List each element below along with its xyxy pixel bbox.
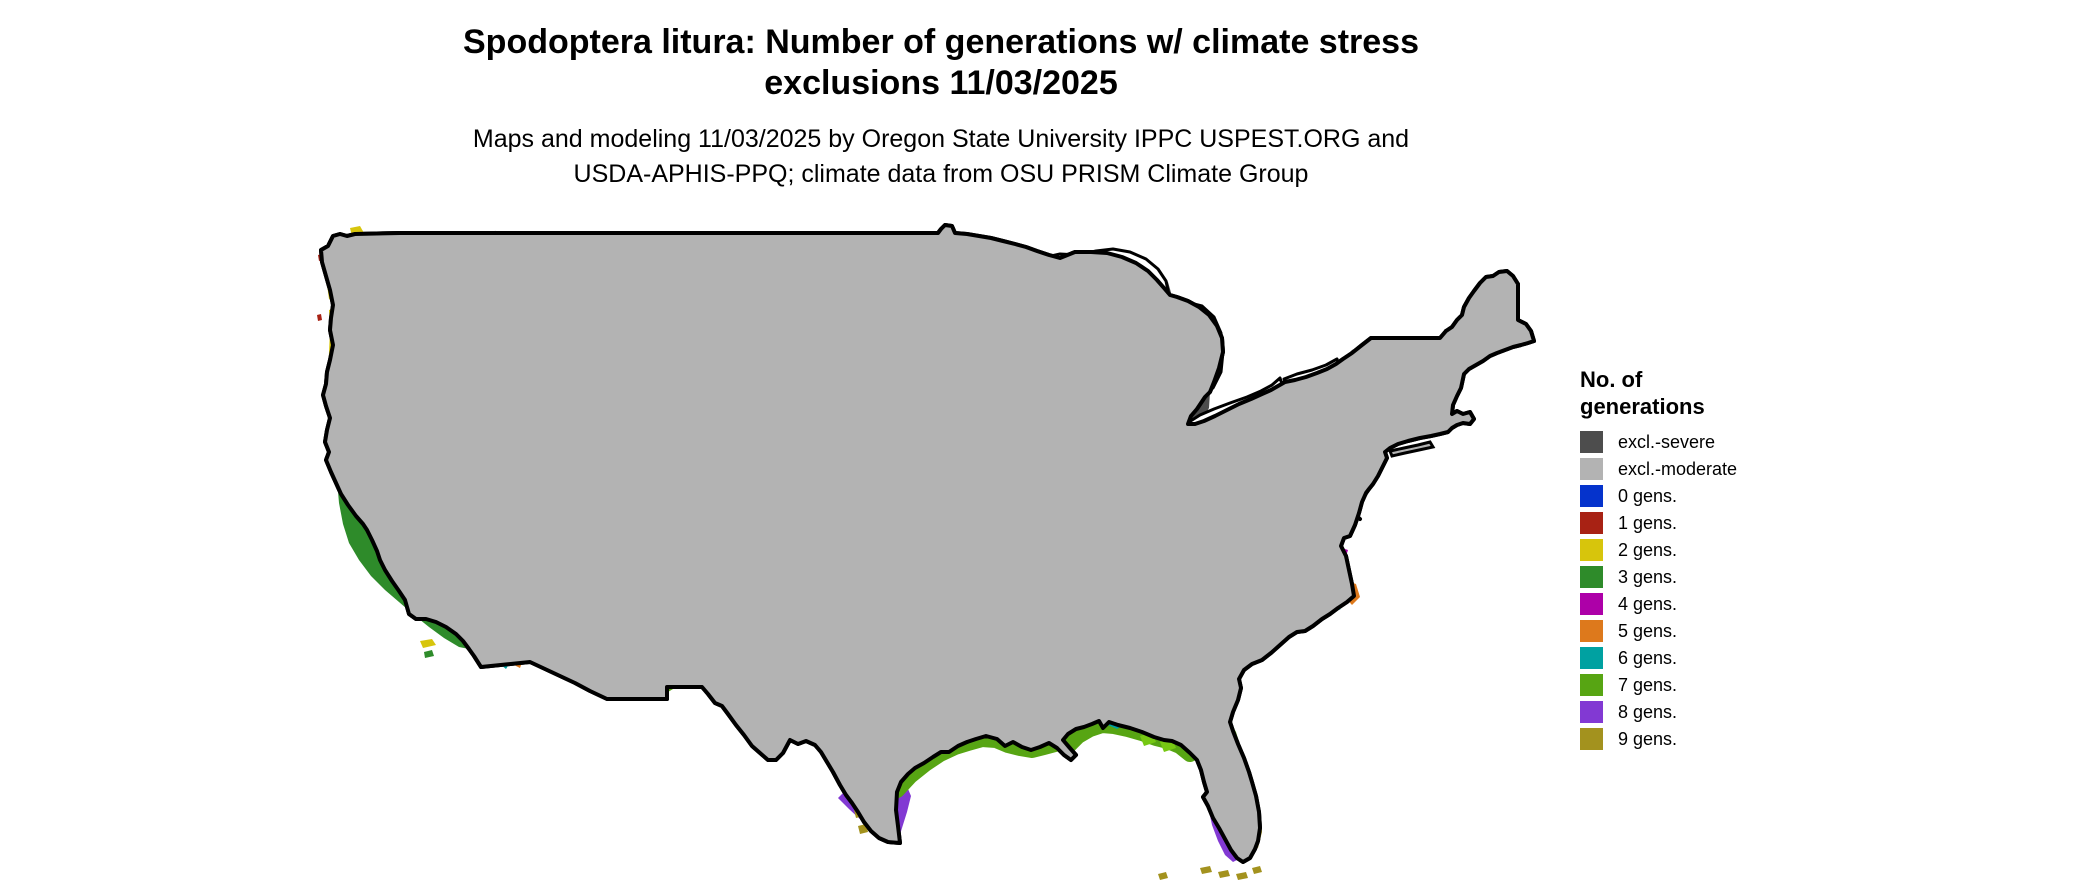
legend-item-8-gens: 8 gens. [1580, 701, 1840, 723]
legend-label: 9 gens. [1618, 728, 1678, 749]
legend-title-line-2: generations [1580, 394, 1705, 419]
legend-swatch-3-gens [1580, 566, 1603, 588]
legend-item-excl-moderate: excl.-moderate [1580, 458, 1840, 480]
legend-label: 7 gens. [1618, 674, 1678, 695]
legend-item-9-gens: 9 gens. [1580, 728, 1840, 750]
legend-swatch-8-gens [1580, 701, 1603, 723]
legend-item-2-gens: 2 gens. [1580, 539, 1840, 561]
legend-item-7-gens: 7 gens. [1580, 674, 1840, 696]
subtitle-line-1: Maps and modeling 11/03/2025 by Oregon S… [472, 125, 1410, 153]
subtitle-line-2: USDA-APHIS-PPQ; climate data from OSU PR… [573, 160, 1309, 188]
legend-swatch-excl-severe [1580, 431, 1603, 453]
legend-title: No. of generations [1580, 366, 1840, 420]
legend-items: excl.-severe excl.-moderate 0 gens. 1 ge… [1580, 431, 1840, 750]
legend-item-5-gens: 5 gens. [1580, 620, 1840, 642]
legend-item-6-gens: 6 gens. [1580, 647, 1840, 669]
legend-swatch-6-gens [1580, 647, 1603, 669]
title-line-2: exclusions 11/03/2025 [764, 64, 1118, 102]
legend-swatch-0-gens [1580, 485, 1603, 507]
legend-label: 5 gens. [1618, 620, 1678, 641]
legend-item-0-gens: 0 gens. [1580, 485, 1840, 507]
legend-swatch-2-gens [1580, 539, 1603, 561]
legend-label: 1 gens. [1618, 512, 1678, 533]
legend-swatch-5-gens [1580, 620, 1603, 642]
long-island [1387, 440, 1436, 458]
legend: No. of generations excl.-severe excl.-mo… [1580, 366, 1840, 755]
legend-swatch-1-gens [1580, 512, 1603, 534]
region-9gens-keys [1158, 812, 1262, 880]
legend-swatch-7-gens [1580, 674, 1603, 696]
legend-title-line-1: No. of [1580, 367, 1643, 392]
page-title: Spodoptera litura: Number of generations… [0, 22, 1882, 104]
legend-label: 6 gens. [1618, 647, 1678, 668]
legend-label: 8 gens. [1618, 701, 1678, 722]
legend-label: 4 gens. [1618, 593, 1678, 614]
region-7gens-panhandle-specks [1140, 702, 1194, 752]
legend-swatch-4-gens [1580, 593, 1603, 615]
legend-item-3-gens: 3 gens. [1580, 566, 1840, 588]
legend-label: 2 gens. [1618, 539, 1678, 560]
legend-label: 3 gens. [1618, 566, 1678, 587]
legend-item-1-gens: 1 gens. [1580, 512, 1840, 534]
legend-swatch-excl-moderate [1580, 458, 1603, 480]
title-line-1: Spodoptera litura: Number of generations… [463, 23, 1419, 61]
figure-subtitle: Maps and modeling 11/03/2025 by Oregon S… [0, 122, 1882, 192]
legend-label: excl.-severe [1618, 431, 1716, 452]
legend-item-excl-severe: excl.-severe [1580, 431, 1840, 453]
legend-item-4-gens: 4 gens. [1580, 593, 1840, 615]
legend-label: 0 gens. [1618, 485, 1678, 506]
legend-label: excl.-moderate [1618, 458, 1738, 479]
legend-swatch-9-gens [1580, 728, 1603, 750]
